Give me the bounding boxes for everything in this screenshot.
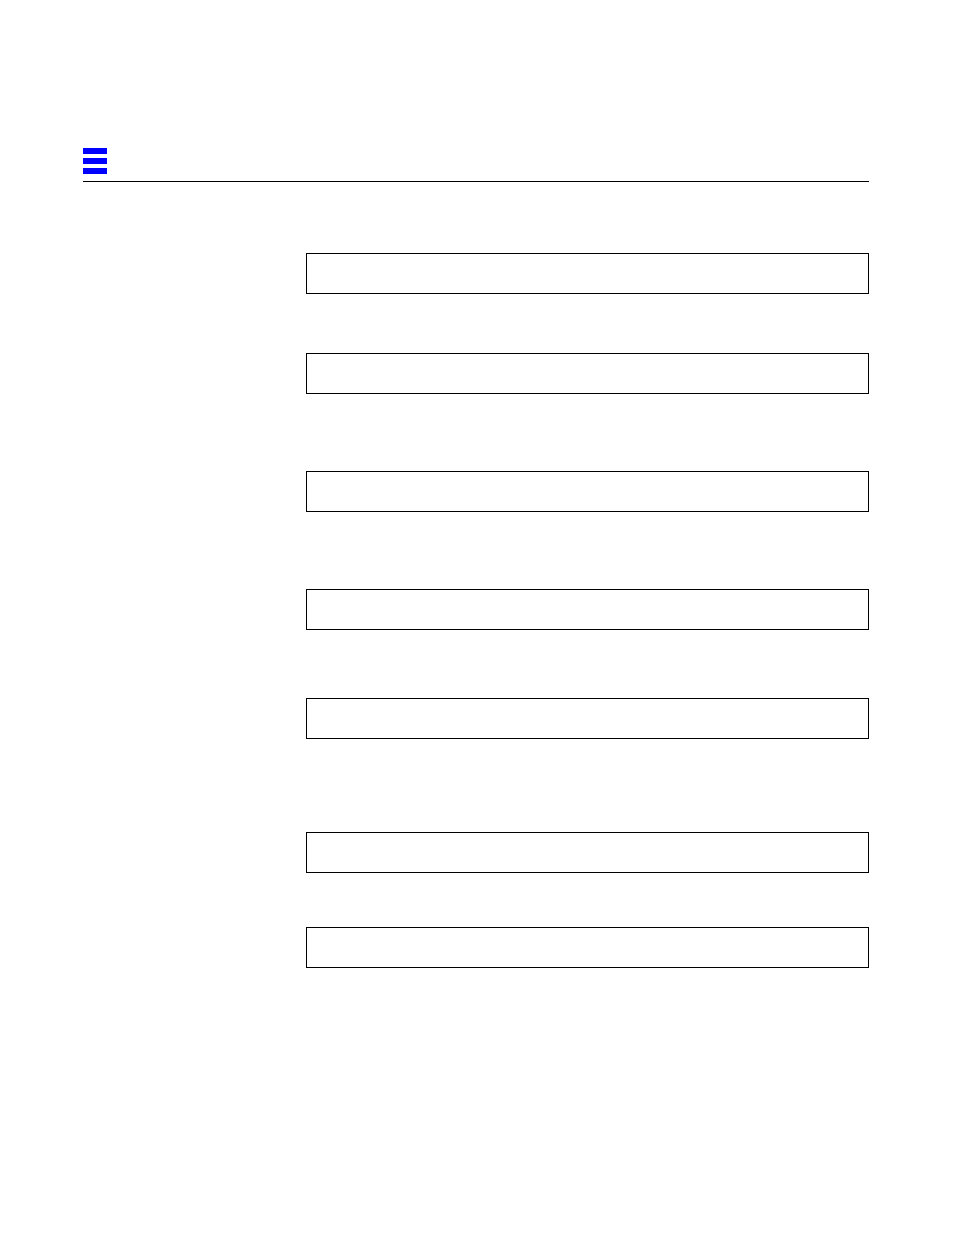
empty-box — [306, 589, 869, 630]
horizontal-rule — [83, 181, 869, 182]
bars-icon — [83, 148, 107, 174]
empty-box — [306, 253, 869, 294]
empty-box — [306, 471, 869, 512]
document-page — [0, 0, 954, 1235]
empty-box — [306, 353, 869, 394]
empty-box — [306, 927, 869, 968]
empty-box — [306, 698, 869, 739]
empty-box — [306, 832, 869, 873]
box-stack — [306, 253, 869, 968]
